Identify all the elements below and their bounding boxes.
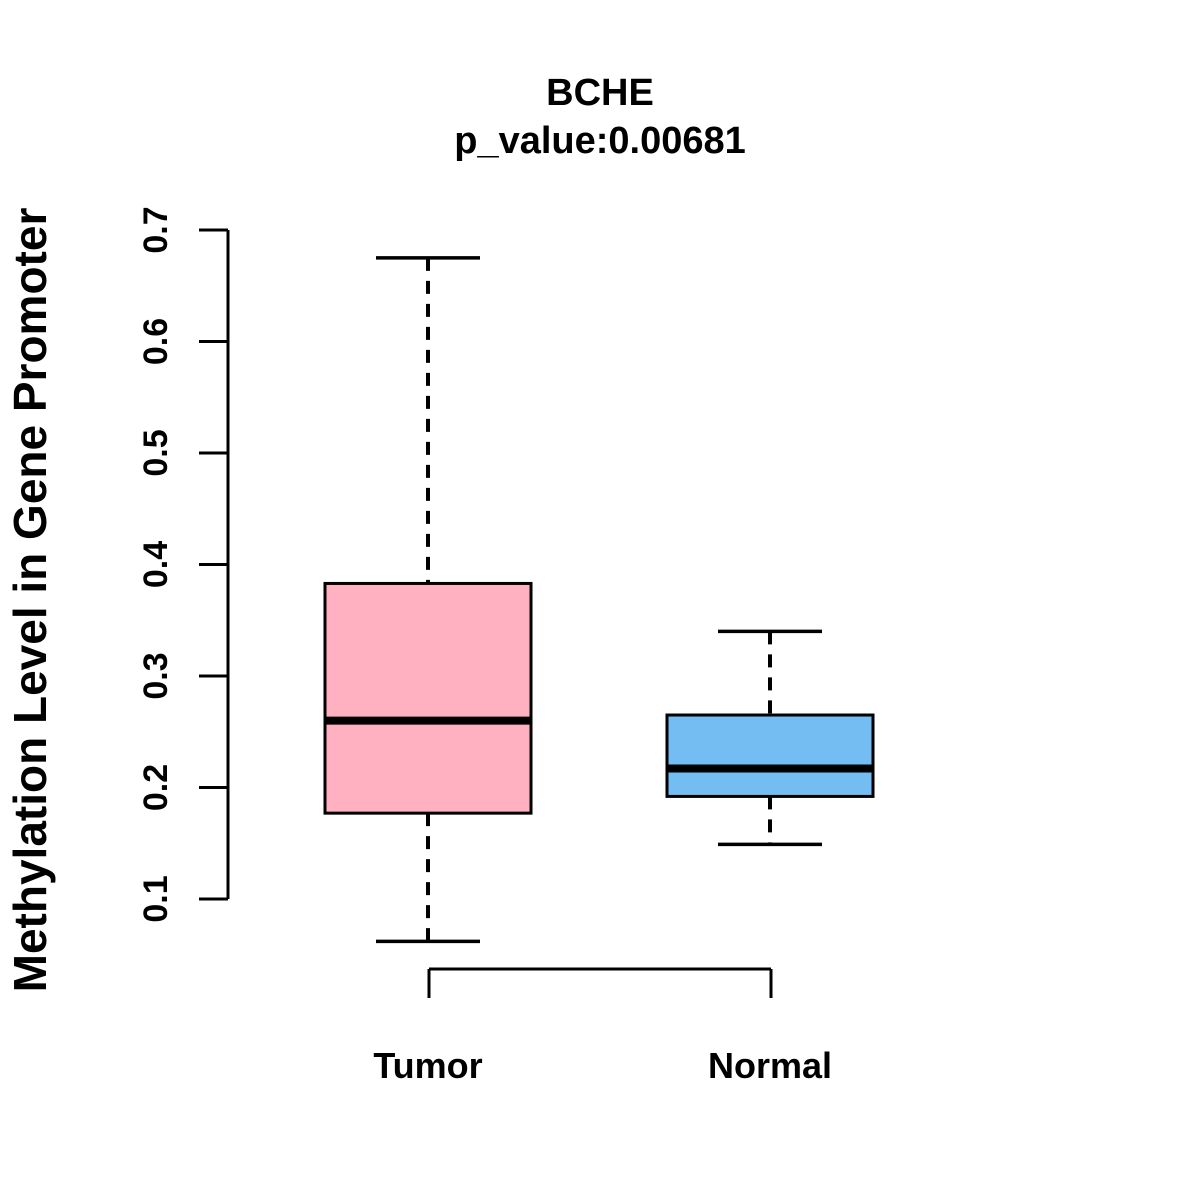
y-axis-tick-label: 0.2 bbox=[137, 764, 175, 811]
category-label-tumor: Tumor bbox=[373, 1045, 482, 1086]
y-axis-tick-label: 0.3 bbox=[137, 652, 175, 699]
chart-title: BCHE bbox=[546, 72, 654, 114]
y-axis-tick-label: 0.6 bbox=[137, 318, 175, 365]
y-axis: 0.1 0.2 0.3 0.4 0.5 0.6 0.7 bbox=[137, 206, 230, 923]
category-labels: Tumor Normal bbox=[373, 1045, 832, 1086]
normal-box bbox=[665, 713, 875, 798]
chart-subtitle: p_value:0.00681 bbox=[454, 120, 746, 162]
y-axis-label: Methylation Level in Gene Promoter bbox=[4, 208, 56, 993]
tumor-box bbox=[323, 581, 533, 815]
y-axis-tick-label: 0.5 bbox=[137, 429, 175, 476]
y-axis-tick-label: 0.7 bbox=[137, 206, 175, 253]
category-label-normal: Normal bbox=[708, 1045, 832, 1086]
y-axis-tick-label: 0.4 bbox=[137, 541, 175, 588]
x-axis-bracket bbox=[427, 967, 773, 998]
y-axis-tick-label: 0.1 bbox=[137, 875, 175, 922]
box-group bbox=[323, 256, 875, 944]
